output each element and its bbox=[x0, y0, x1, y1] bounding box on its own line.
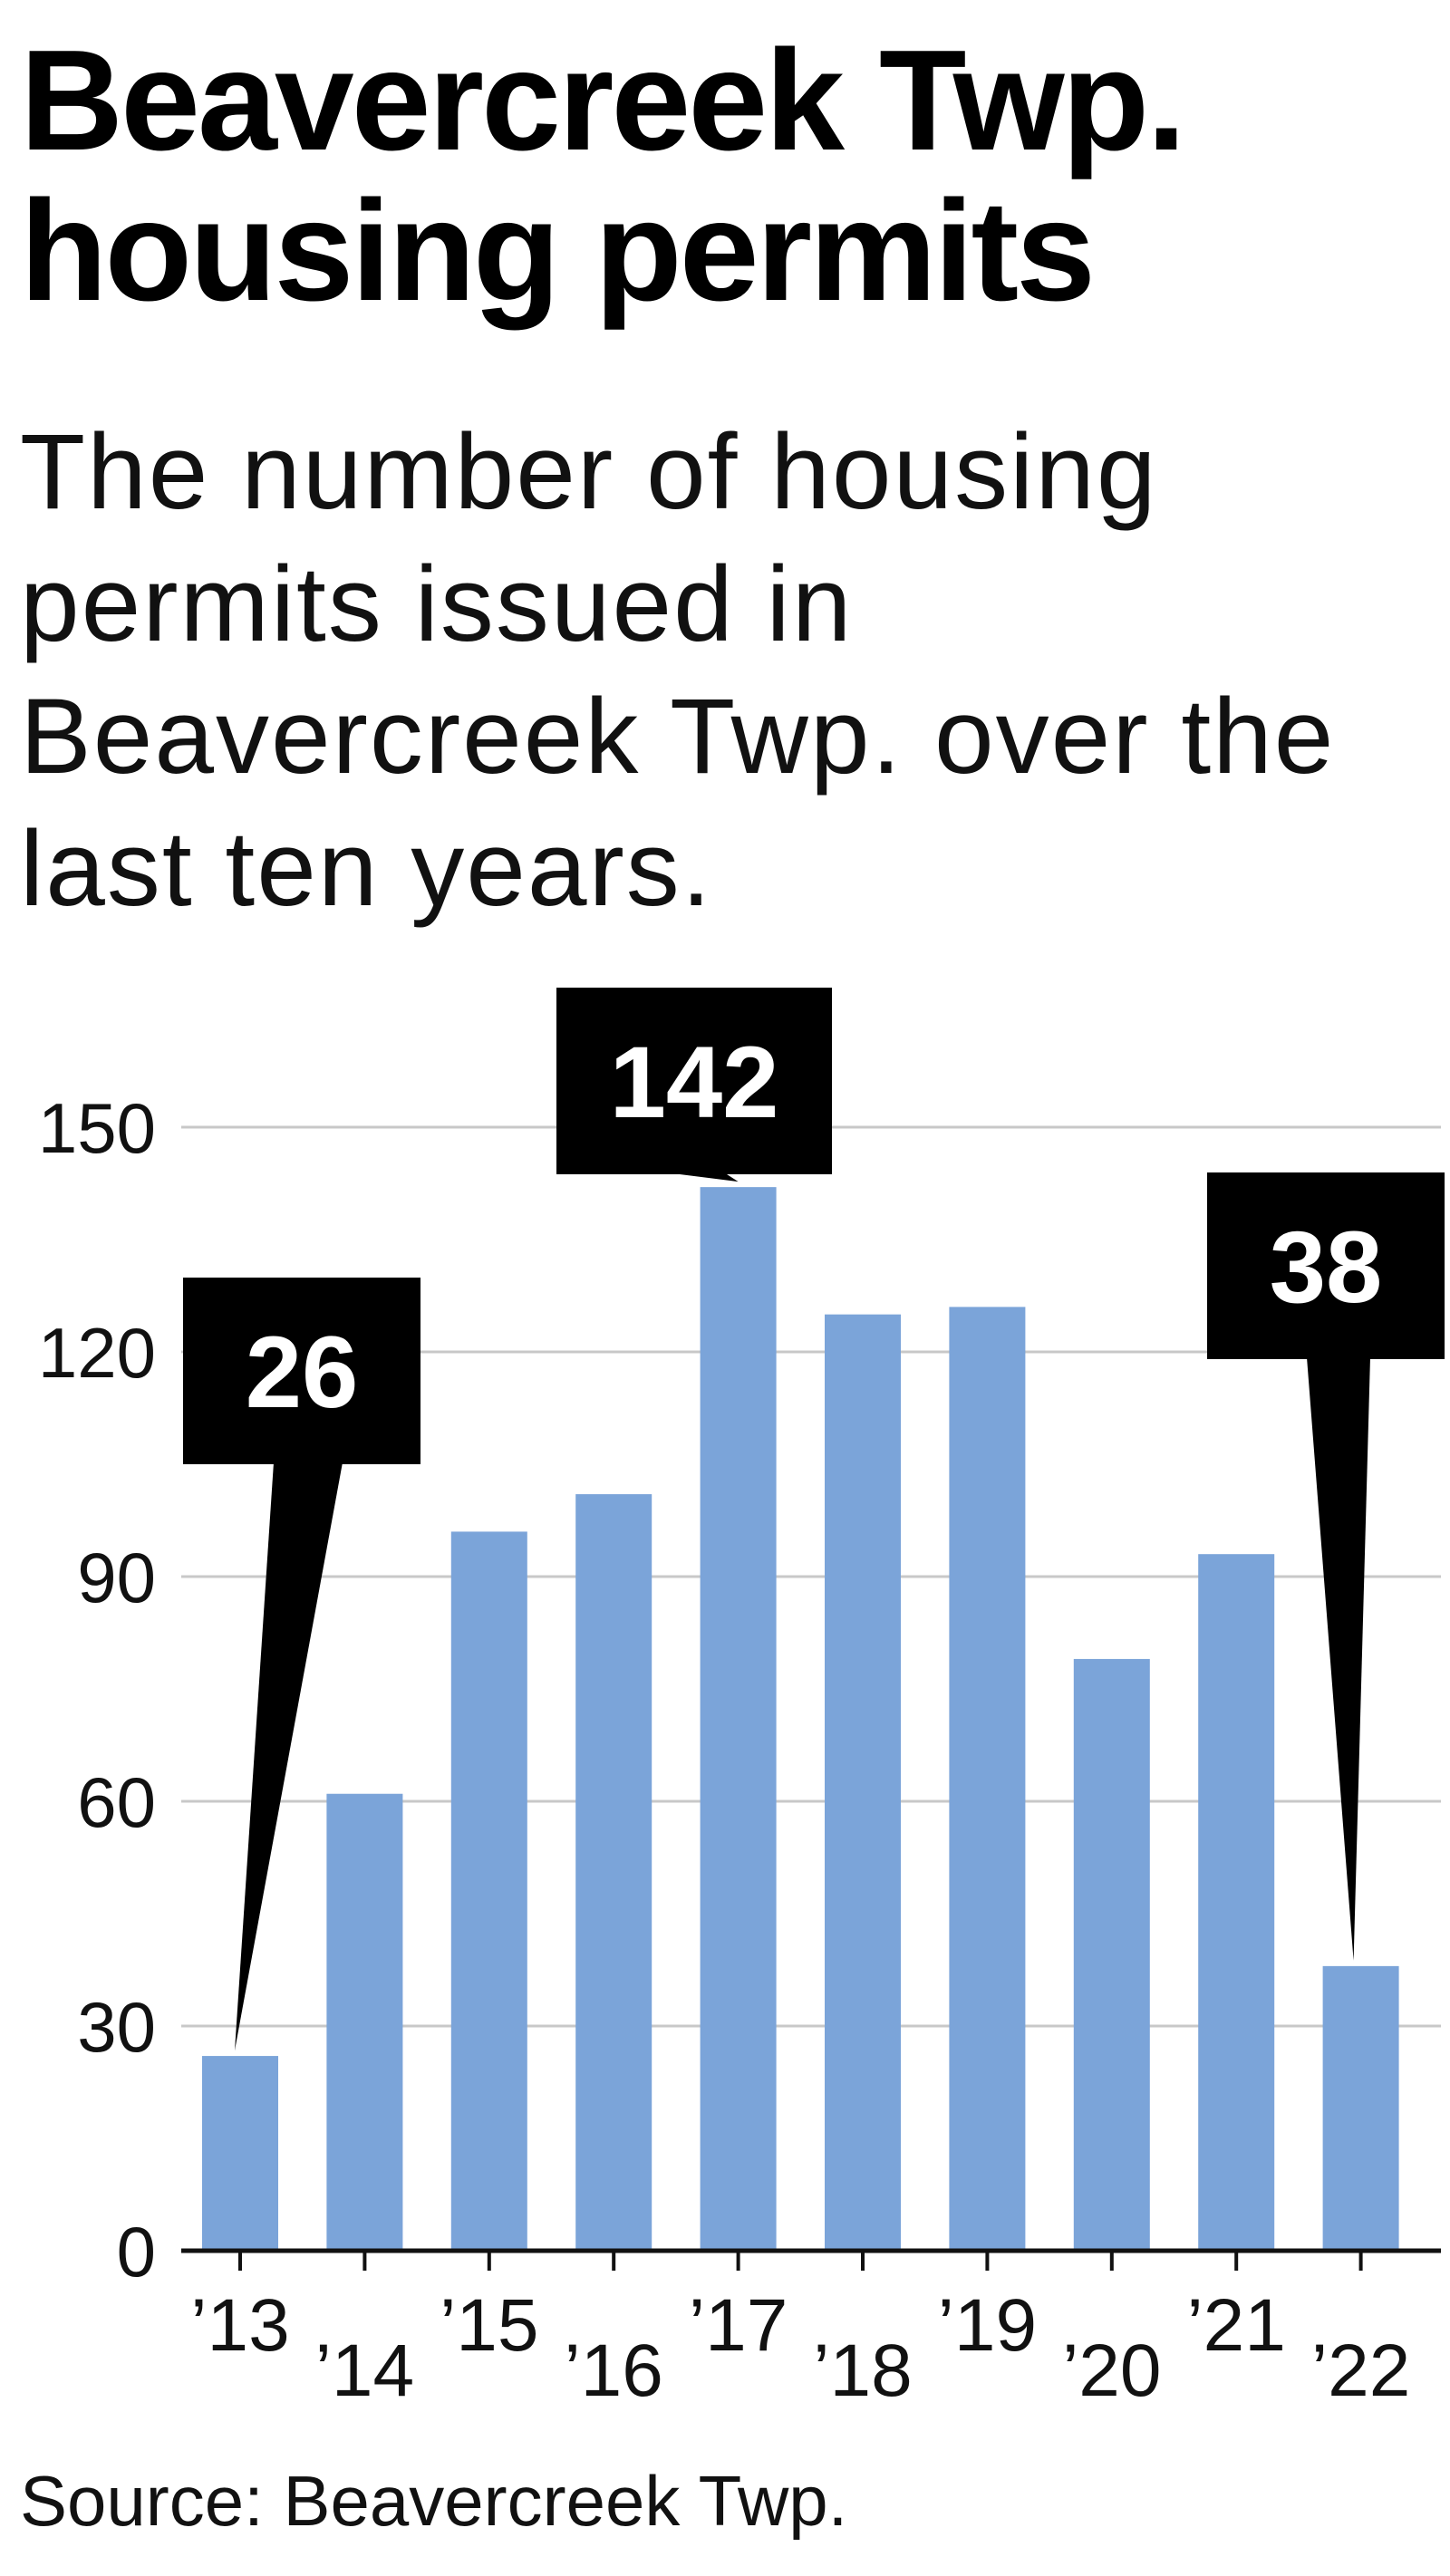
x-tick-label: ’13 bbox=[190, 2284, 289, 2367]
x-tick-label: ’22 bbox=[1311, 2330, 1410, 2412]
bars bbox=[202, 1187, 1399, 2251]
y-tick-label: 120 bbox=[38, 1313, 156, 1393]
callout-pointer bbox=[680, 1174, 739, 1182]
y-tick-label: 30 bbox=[77, 1987, 156, 2067]
callout-label: 26 bbox=[246, 1316, 359, 1429]
bar bbox=[326, 1793, 403, 2251]
x-tick-label: ’20 bbox=[1062, 2330, 1161, 2412]
callout-box bbox=[1207, 1172, 1445, 1359]
bar bbox=[825, 1314, 901, 2251]
callout: 26 bbox=[183, 1278, 420, 2051]
bar bbox=[1198, 1554, 1275, 2251]
callout: 38 bbox=[1207, 1172, 1445, 1961]
y-tick-label: 90 bbox=[77, 1538, 156, 1617]
source-note: Source: Beavercreek Twp. bbox=[20, 2461, 848, 2541]
callouts: 26 142 38 bbox=[183, 988, 1445, 2051]
callout-pointer bbox=[235, 1462, 343, 2051]
y-axis-ticks: 0 30 60 90 120 150 bbox=[38, 1088, 156, 2291]
x-tick-label: ’17 bbox=[689, 2284, 788, 2367]
bar bbox=[450, 1531, 527, 2251]
x-tick-label: ’19 bbox=[938, 2284, 1037, 2367]
chart-subtitle: The number of housing permits issued in … bbox=[20, 412, 1336, 929]
x-axis-ticks: ’13 ’14 ’15 ’16 ’17 ’18 ’19 ’20 ’21 ’22 bbox=[190, 2251, 1410, 2412]
bar bbox=[949, 1307, 1026, 2251]
callout-label: 38 bbox=[1270, 1211, 1383, 1324]
y-tick-label: 150 bbox=[38, 1088, 156, 1168]
callout-box bbox=[556, 988, 832, 1174]
x-tick-label: ’18 bbox=[813, 2330, 912, 2412]
x-tick-label: ’21 bbox=[1186, 2284, 1285, 2367]
callout: 142 bbox=[556, 988, 832, 1182]
y-tick-label: 60 bbox=[77, 1762, 156, 1842]
callout-label: 142 bbox=[610, 1026, 779, 1139]
x-tick-label: ’16 bbox=[564, 2330, 662, 2412]
x-tick-label: ’15 bbox=[440, 2284, 538, 2367]
callout-box bbox=[183, 1278, 420, 1464]
callout-pointer bbox=[1307, 1357, 1370, 1961]
bar bbox=[202, 2056, 278, 2251]
bar bbox=[575, 1494, 652, 2251]
bar bbox=[700, 1187, 777, 2251]
bar bbox=[1322, 1965, 1399, 2251]
x-tick-label: ’14 bbox=[315, 2330, 414, 2412]
bar-chart: 0 30 60 90 120 150 ’13 ’14 ’15 ’16 ’17 ’18 ’19 ’20 ’2… bbox=[38, 988, 1445, 2412]
chart-title: Beavercreek Twp. housing permits bbox=[20, 21, 1186, 331]
bar bbox=[1073, 1658, 1150, 2251]
y-tick-label: 0 bbox=[117, 2212, 156, 2291]
